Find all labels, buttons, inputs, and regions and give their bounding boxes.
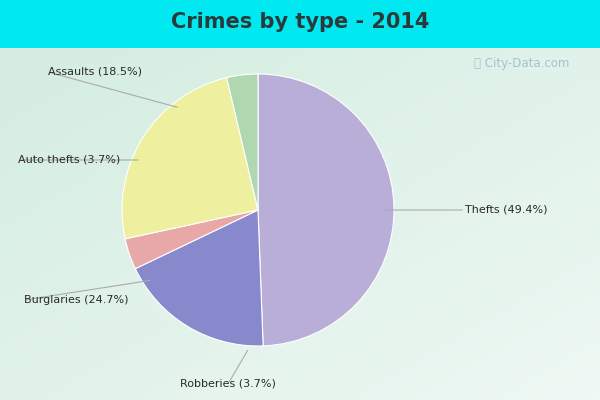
Wedge shape	[125, 210, 258, 269]
Wedge shape	[136, 210, 263, 346]
Text: Thefts (49.4%): Thefts (49.4%)	[465, 205, 548, 215]
Text: ⓘ City-Data.com: ⓘ City-Data.com	[475, 58, 569, 70]
Wedge shape	[122, 78, 258, 239]
Text: Burglaries (24.7%): Burglaries (24.7%)	[24, 295, 128, 305]
Text: Auto thefts (3.7%): Auto thefts (3.7%)	[18, 155, 120, 165]
Text: Crimes by type - 2014: Crimes by type - 2014	[171, 12, 429, 32]
Wedge shape	[258, 74, 394, 346]
Text: Robberies (3.7%): Robberies (3.7%)	[180, 379, 276, 389]
Text: Assaults (18.5%): Assaults (18.5%)	[48, 67, 142, 77]
Wedge shape	[227, 74, 258, 210]
